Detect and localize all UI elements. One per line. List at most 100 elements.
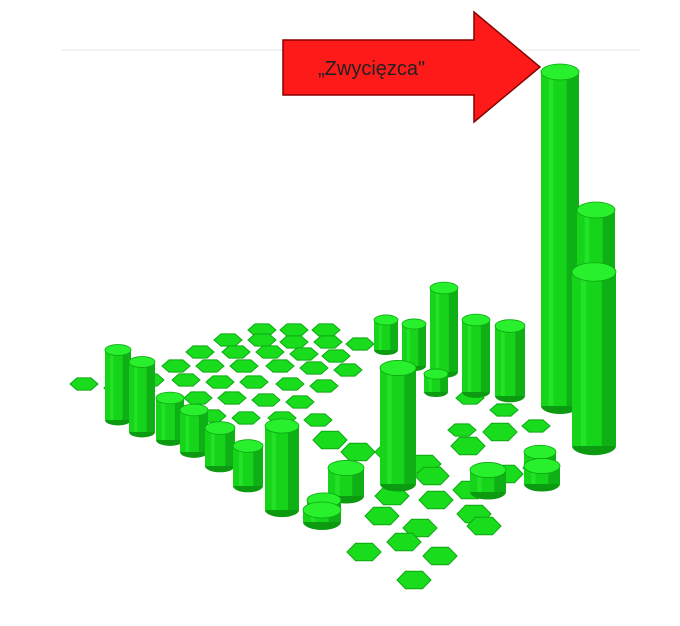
column-highlight [477, 470, 482, 492]
floor-tile [247, 333, 277, 347]
column [327, 460, 365, 504]
column-shade [404, 368, 416, 484]
column [373, 314, 399, 356]
floor-tile [422, 546, 458, 566]
floor-tile [161, 359, 191, 373]
floor-tile [183, 391, 213, 405]
column-shade [146, 362, 155, 432]
column-highlight [428, 374, 432, 392]
column-top [540, 63, 580, 81]
column-shade [390, 320, 398, 350]
column [423, 368, 449, 398]
floor-tile [447, 423, 477, 437]
floor-tile [251, 393, 281, 407]
column-highlight [580, 272, 587, 446]
column-shade [494, 470, 506, 492]
column-top [494, 319, 526, 333]
column [571, 262, 617, 456]
floor-tile [312, 430, 348, 450]
column-shade [480, 320, 490, 392]
column [379, 360, 417, 492]
column-highlight [134, 362, 138, 432]
columns [104, 63, 617, 530]
floor-tile [418, 490, 454, 510]
floor-tile [521, 419, 551, 433]
column-highlight [161, 398, 166, 440]
column [232, 439, 264, 493]
column-shade [440, 374, 448, 392]
floor-tile [213, 333, 243, 347]
floor-tile [185, 345, 215, 359]
column-top [469, 462, 507, 478]
column-top [302, 501, 342, 519]
column-top [461, 313, 491, 327]
column-shade [287, 426, 299, 510]
column-highlight [335, 468, 340, 496]
column-top [104, 344, 132, 356]
floor-tile [205, 375, 235, 389]
floor-tile [482, 422, 518, 442]
floor-tile [255, 345, 285, 359]
floor-tile [265, 359, 295, 373]
floor-tile [279, 323, 309, 337]
winner-arrow: „Zwycięzca" [282, 10, 542, 124]
floor-tile [289, 347, 319, 361]
floor-tile [299, 361, 329, 375]
column-highlight [548, 72, 554, 406]
floor-tile [489, 403, 519, 417]
column-shade [198, 410, 208, 452]
column [155, 391, 185, 446]
floor-tile [321, 349, 351, 363]
column-shade [253, 446, 263, 486]
column-top [523, 458, 561, 474]
column-highlight [467, 320, 472, 392]
column [401, 318, 427, 372]
column-highlight [271, 426, 277, 510]
floor-tile [217, 391, 247, 405]
arrow-shape [282, 10, 542, 124]
floor-tile [450, 436, 486, 456]
column-shade [548, 466, 560, 484]
floor-tile [275, 377, 305, 391]
column-shade [418, 324, 426, 366]
column-top [128, 356, 156, 368]
column [104, 344, 132, 426]
column-top [576, 201, 616, 219]
column-highlight [185, 410, 190, 452]
column-highlight [378, 320, 382, 350]
column [523, 458, 561, 492]
column-highlight [110, 350, 114, 420]
column [469, 462, 507, 500]
floor-tile [340, 442, 376, 462]
column [128, 356, 156, 438]
column [204, 421, 236, 473]
column [429, 281, 459, 378]
column-highlight [501, 326, 505, 396]
column [461, 313, 491, 398]
floor-tile [231, 411, 261, 425]
column [264, 418, 300, 518]
floor-tile [402, 518, 438, 538]
floor-tile [333, 363, 363, 377]
floor-tile [386, 532, 422, 552]
column-shade [515, 326, 525, 396]
column-shade [352, 468, 364, 496]
floor-tile [221, 345, 251, 359]
floor-tile [303, 413, 333, 427]
column-shade [448, 288, 458, 372]
column-top [373, 314, 399, 326]
floor-tile [195, 359, 225, 373]
column-highlight [387, 368, 392, 484]
floor-tile [69, 377, 99, 391]
floor-tile [311, 323, 341, 337]
floor-tile [171, 373, 201, 387]
floor-tile [239, 375, 269, 389]
column-highlight [239, 446, 243, 486]
column [179, 403, 209, 458]
column-shade [601, 272, 616, 446]
column-top [571, 262, 617, 282]
column-top [429, 281, 459, 295]
column-highlight [406, 324, 410, 366]
column [494, 319, 526, 403]
